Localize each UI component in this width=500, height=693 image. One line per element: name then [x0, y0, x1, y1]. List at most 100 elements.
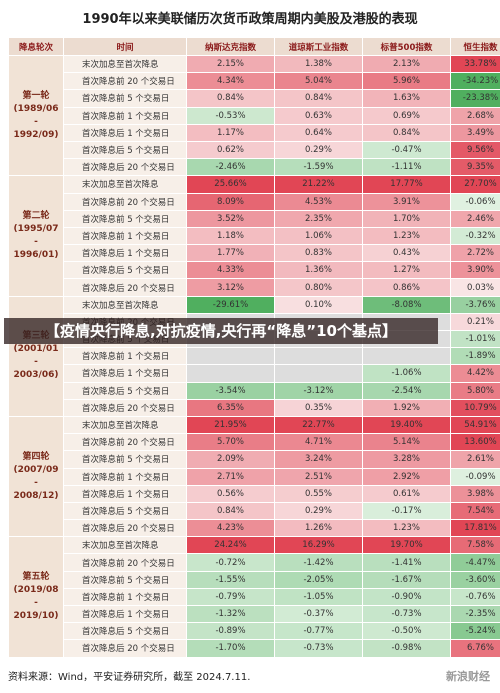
value-cell: 25.66% [186, 175, 275, 194]
time-cell: 首次降息后 20 个交易日 [63, 158, 187, 177]
time-cell: 首次降息后 5 个交易日 [63, 501, 187, 521]
time-cell: 首次降息前 5 个交易日 [63, 450, 187, 469]
round-period: - [34, 236, 38, 247]
value-cell: 0.86% [362, 278, 451, 297]
value-cell: 2.72% [450, 244, 500, 263]
value-cell: 9.35% [450, 158, 500, 177]
round-cell: 第五轮 (2019/08 - 2019/10) [8, 536, 64, 658]
value-cell: 1.70% [362, 209, 451, 228]
time-cell: 首次降息后 1 个交易日 [63, 604, 187, 624]
time-cell: 首次降息前 20 个交易日 [63, 192, 187, 211]
value-cell: -0.90% [362, 587, 451, 607]
value-cell: 5.04% [274, 72, 363, 91]
table-row: 首次降息后 1 个交易日 -1.32% -0.37% -0.73% -2.35% [9, 604, 500, 624]
value-cell: 5.14% [362, 433, 451, 452]
table-row: 首次降息后 20 个交易日 -2.46% -1.59% -1.11% 9.35% [9, 158, 500, 177]
value-cell: 4.53% [274, 192, 363, 211]
value-cell: -3.12% [274, 381, 363, 400]
value-cell: 0.80% [274, 278, 363, 297]
value-cell: -1.59% [274, 158, 363, 177]
value-cell [274, 364, 363, 383]
value-cell: -1.11% [362, 158, 451, 177]
value-cell: -8.08% [362, 295, 451, 314]
value-cell: 3.24% [274, 450, 363, 469]
value-cell: -1.01% [450, 329, 500, 349]
value-cell: 2.92% [362, 467, 451, 486]
time-cell: 首次降息后 20 个交易日 [63, 519, 187, 538]
table-row: 首次降息前 1 个交易日 -0.79% -1.05% -0.90% -0.76% [9, 587, 500, 607]
table: 降息轮次 时间 纳斯达克指数 道琼斯工业指数 标普500指数 恒生指数 第一轮 (1989/0… [8, 37, 500, 658]
value-cell: 1.77% [186, 244, 275, 263]
value-cell: 16.29% [274, 536, 363, 555]
value-cell: -0.47% [362, 140, 451, 160]
value-cell [186, 364, 275, 383]
round-period: - [34, 477, 38, 488]
table-row: 首次降息前 20 个交易日 5.70% 4.71% 5.14% 13.60% [9, 433, 500, 452]
value-cell: 1.18% [186, 226, 275, 246]
value-cell: 0.56% [186, 484, 275, 503]
table-row: 第四轮 (2007/09 - 2008/12) 末次加息至首次降息 21.95% 22.77… [8, 415, 500, 538]
value-cell: 21.22% [274, 175, 363, 194]
table-row: 第一轮 (1989/06-1992/09) 末次加息至首次降息 2.15% 1.38% 2… [8, 54, 500, 177]
value-cell: 7.58% [450, 536, 500, 555]
time-cell: 末次加息至首次降息 [63, 536, 187, 555]
value-cell: 2.61% [450, 450, 500, 469]
table-row: 首次降息后 20 个交易日 -1.70% -0.73% -0.98% 6.76% [9, 639, 500, 658]
value-cell: -0.98% [362, 639, 451, 658]
time-cell: 末次加息至首次降息 [63, 295, 187, 314]
value-cell: 22.77% [274, 415, 363, 435]
table-row: 首次降息后 1 个交易日 1.77% 0.83% 0.43% 2.72% [9, 244, 500, 263]
value-cell: 0.21% [450, 312, 500, 332]
round-period: 2008/12) [13, 490, 59, 501]
time-cell: 首次降息后 20 个交易日 [63, 639, 187, 658]
time-cell: 首次降息后 1 个交易日 [63, 364, 187, 383]
table-row: 首次降息后 5 个交易日 -3.54% -3.12% -2.54% 5.80% [9, 381, 500, 400]
value-cell: 8.09% [186, 192, 275, 211]
table-row: 首次降息后 20 个交易日 6.35% 0.35% 1.92% 10.79% [9, 398, 500, 417]
value-cell: 0.84% [186, 501, 275, 521]
value-cell: 6.35% [186, 398, 275, 417]
value-cell: 0.84% [274, 89, 363, 108]
value-cell: -1.42% [274, 553, 363, 572]
value-cell: 9.56% [450, 140, 500, 160]
value-cell: -0.72% [186, 553, 275, 572]
value-cell: 17.81% [450, 519, 500, 538]
news-banner[interactable]: 【疫情央行降息,对抗疫情,央行再“降息”10个基点】 [4, 318, 438, 344]
value-cell: 1.06% [274, 226, 363, 246]
value-cell: -0.73% [274, 639, 363, 658]
time-cell: 首次降息后 20 个交易日 [63, 398, 187, 417]
round-name: 第一轮 [22, 90, 50, 101]
table-row: 首次降息前 5 个交易日 -1.55% -2.05% -1.67% -3.60% [9, 570, 500, 589]
time-cell: 首次降息前 1 个交易日 [63, 347, 187, 366]
value-cell: 1.38% [274, 54, 363, 74]
value-cell: 27.70% [450, 175, 500, 194]
table-row: 首次降息后 5 个交易日 4.33% 1.36% 1.27% 3.90% [9, 261, 500, 280]
value-cell: 1.92% [362, 398, 451, 417]
time-cell: 末次加息至首次降息 [63, 175, 187, 194]
table-row: 首次降息后 5 个交易日 0.62% 0.29% -0.47% 9.56% [9, 140, 500, 160]
value-cell: 17.77% [362, 175, 451, 194]
column-header: 降息轮次 [8, 37, 64, 56]
value-cell: 19.70% [362, 536, 451, 555]
round-period: 2003/06) [13, 370, 59, 381]
table-row: 首次降息前 20 个交易日 -0.72% -1.42% -1.41% -4.47% [9, 553, 500, 572]
value-cell: 0.35% [274, 398, 363, 417]
value-cell: 3.28% [362, 450, 451, 469]
value-cell: -0.53% [186, 106, 275, 125]
value-cell: -4.47% [450, 553, 500, 572]
value-cell: -1.70% [186, 639, 275, 658]
value-cell: 4.34% [186, 72, 275, 91]
round-period: - [34, 357, 38, 368]
value-cell: 1.63% [362, 89, 451, 108]
value-cell: 2.35% [274, 209, 363, 228]
round-cell: 第二轮 (1995/07 - 1996/01) [8, 175, 64, 297]
value-cell: 0.29% [274, 501, 363, 521]
table-row: 首次降息后 20 个交易日 4.23% 1.26% 1.23% 17.81% [9, 519, 500, 538]
value-cell: 3.91% [362, 192, 451, 211]
value-cell: 3.90% [450, 261, 500, 280]
value-cell: 0.69% [362, 106, 451, 125]
value-cell: 0.61% [362, 484, 451, 503]
value-cell: 1.36% [274, 261, 363, 280]
round-period: 1992/09) [13, 129, 59, 140]
value-cell: 0.43% [362, 244, 451, 263]
